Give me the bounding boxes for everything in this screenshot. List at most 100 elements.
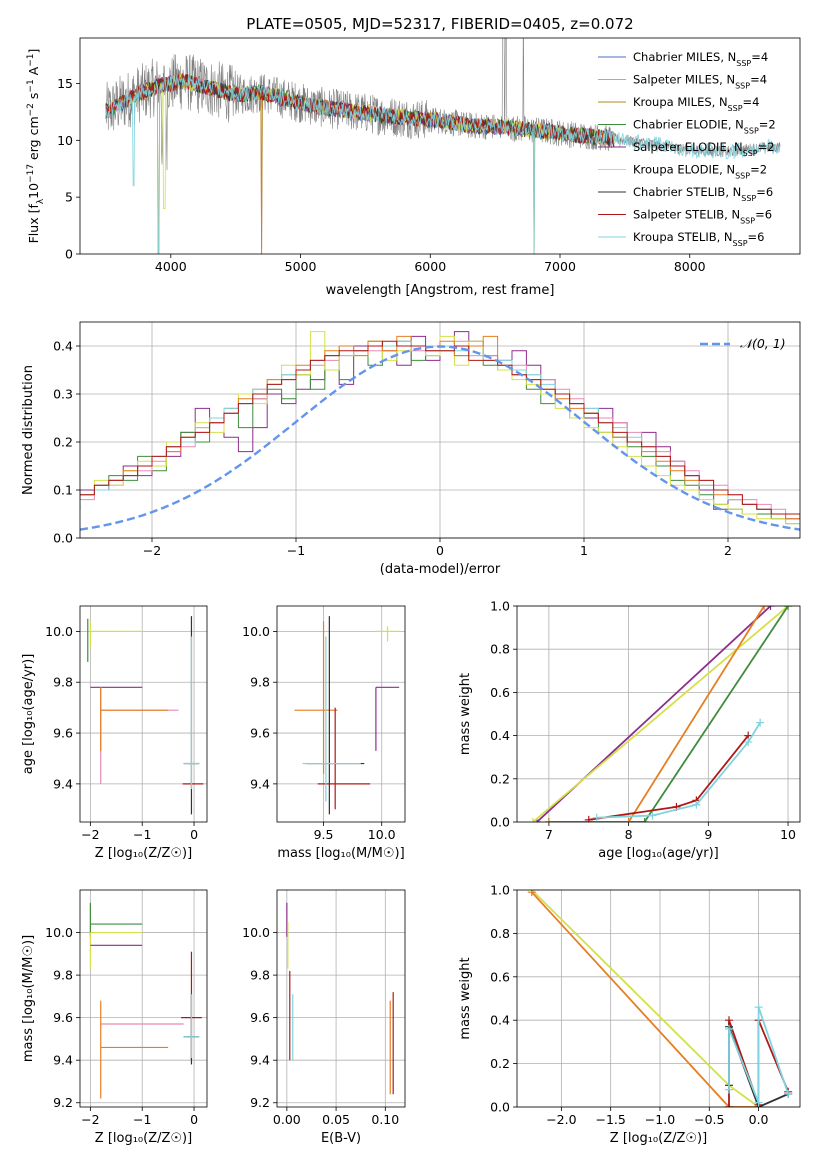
plus-marker — [760, 606, 769, 610]
legend-label: Kroupa MILES, NSSP=4 — [633, 95, 759, 113]
plot-area — [286, 902, 394, 1095]
grid — [277, 890, 405, 1107]
tick-label-x: 2 — [724, 543, 732, 558]
model-spectrum-line — [105, 74, 781, 254]
histogram-series — [80, 340, 800, 515]
label-part: λ — [36, 198, 46, 204]
plus-marker — [725, 1085, 734, 1094]
tick-label-x: −0.5 — [694, 1112, 724, 1127]
tick-label-x: 8 — [625, 827, 633, 842]
plus-marker — [784, 1089, 793, 1098]
label-part: Flux [f — [26, 204, 41, 244]
plus-marker — [640, 818, 649, 822]
tick-label-x: 0 — [190, 1112, 198, 1127]
label-part: −2 — [26, 103, 36, 116]
label-part: =2 — [750, 163, 767, 177]
weight-line — [531, 891, 759, 1107]
label-part: −17 — [26, 164, 36, 183]
legend-label: 𝒩(0, 1) — [740, 336, 786, 351]
axes-frame — [276, 889, 406, 1108]
tick-label-x: 9.5 — [314, 827, 334, 842]
tick-label-x: −1 — [133, 827, 151, 842]
errorbar-point — [89, 902, 143, 937]
label-part: =2 — [758, 140, 775, 154]
errorbar-point — [294, 621, 338, 774]
gaussian-curve — [80, 345, 800, 531]
tick-label-x: −1.0 — [645, 1112, 675, 1127]
x-axis-label: mass [log₁₀(M/M☉)] — [277, 846, 404, 861]
model-spectrum-line — [105, 74, 615, 209]
tick-label-y: 9.4 — [250, 776, 270, 791]
model-spectrum-line — [105, 74, 615, 254]
tick-label-y: 5 — [65, 190, 73, 205]
plot-area — [89, 902, 202, 1099]
plus-marker — [544, 818, 553, 822]
plus-marker — [754, 1098, 763, 1107]
tick-label-y: 9.6 — [250, 726, 270, 741]
grid — [277, 606, 405, 822]
panel-weight_vs_age: 7 8 9 10 0.0 0.2 0.4 0.6 0.8 1.0 age [log₁₀(age/yr… — [458, 599, 801, 861]
y-axis-label: mass weight — [458, 957, 473, 1039]
x-axis-label: age [log₁₀(age/yr)] — [598, 846, 719, 861]
panel-spectrum: 4000 5000 6000 7000 8000 0 5 10 15 PLATE=0505, MJ… — [26, 15, 801, 298]
errorbar-point — [100, 687, 169, 751]
label-part: =6 — [756, 185, 773, 199]
x-axis-label: wavelength [Angstrom, rest frame] — [326, 283, 555, 298]
label-part: =4 — [750, 73, 767, 87]
model-spectrum-line — [105, 74, 615, 254]
panel-age_vs_Z: −2 −1 0 9.4 9.6 9.8 10.0 Z [log₁₀(Z/Z☉)] age [lo… — [21, 605, 208, 861]
plot-area — [87, 616, 204, 815]
grid — [80, 890, 207, 1107]
label-part: SSP — [741, 194, 756, 203]
histogram-series — [80, 340, 800, 520]
tick-label-x: −2 — [81, 827, 99, 842]
axes: 0.00 0.05 0.10 9.2 9.4 9.6 9.8 10.0 E(B-V) — [242, 889, 406, 1146]
tick-label-y: 0.1 — [53, 483, 73, 498]
legend-label: Kroupa ELODIE, NSSP=2 — [633, 163, 767, 181]
label-part: =4 — [751, 50, 768, 64]
panel-age_vs_mass: 9.5 10.0 9.4 9.6 9.8 10.0 mass [log₁₀(M/M☉)] — [242, 605, 406, 861]
axes-frame — [79, 605, 208, 823]
panel-weight_vs_Z: −2.0 −1.5 −1.0 −0.5 0.0 0.0 0.2 0.4 0.6 0.8 1.0 Z [… — [458, 883, 801, 1146]
y-axis-label: mass weight — [458, 673, 473, 755]
label-part: Kroupa MILES, N — [633, 95, 728, 109]
tick-label-x: 0.0 — [749, 1112, 769, 1127]
label-part: Kroupa ELODIE, N — [633, 163, 735, 177]
plus-marker — [725, 1103, 734, 1107]
tick-label-y: 1.0 — [490, 883, 510, 898]
plot-area — [105, 38, 781, 254]
weight-line — [728, 1006, 790, 1104]
legend-label: Chabrier MILES, NSSP=4 — [633, 50, 768, 68]
tick-label-y: 10.0 — [242, 624, 270, 639]
tick-label-x: 0.00 — [273, 1112, 301, 1127]
x-axis-label: Z [log₁₀(Z/Z☉)] — [610, 1131, 707, 1146]
y-axis-label: Flux [fλ10−17 erg cm−2 s−1 A−1] — [26, 49, 46, 244]
panel-mass_vs_ebv: 0.00 0.05 0.10 9.2 9.4 9.6 9.8 10.0 E(B-V) — [242, 889, 406, 1146]
tick-label-x: 7000 — [544, 259, 576, 274]
tick-label-y: 9.8 — [53, 968, 73, 983]
tick-label-y: 0.2 — [490, 1056, 510, 1071]
label-part: Chabrier MILES, N — [633, 50, 736, 64]
grid — [80, 606, 207, 822]
label-part: SSP — [733, 239, 748, 248]
tick-label-y: 9.4 — [53, 1053, 73, 1068]
label-part: Salpeter STELIB, N — [633, 208, 740, 222]
tick-label-y: 9.4 — [53, 776, 73, 791]
tick-label-y: 1.0 — [490, 599, 510, 614]
x-axis-label: (data-model)/error — [380, 562, 501, 577]
tick-label-y: 9.6 — [53, 1010, 73, 1025]
tick-label-y: 10.0 — [45, 925, 73, 940]
tick-label-y: 0.0 — [490, 1100, 510, 1115]
legend-label: Salpeter STELIB, NSSP=6 — [633, 208, 772, 226]
y-axis-label: mass [log₁₀(M/M☉)] — [21, 935, 36, 1062]
tick-label-y: 0.4 — [490, 1013, 510, 1028]
label-part: Salpeter ELODIE, N — [633, 140, 743, 154]
tick-label-x: 0.10 — [371, 1112, 399, 1127]
tick-label-y: 0.8 — [490, 926, 510, 941]
label-part: SSP — [736, 59, 751, 68]
axes-frame — [79, 889, 208, 1108]
axes: 9.5 10.0 9.4 9.6 9.8 10.0 mass [log₁₀(M/M☉)] — [242, 605, 406, 861]
tick-label-y: 9.2 — [250, 1095, 270, 1110]
label-part: SSP — [735, 171, 750, 180]
tick-label-y: 9.4 — [250, 1053, 270, 1068]
